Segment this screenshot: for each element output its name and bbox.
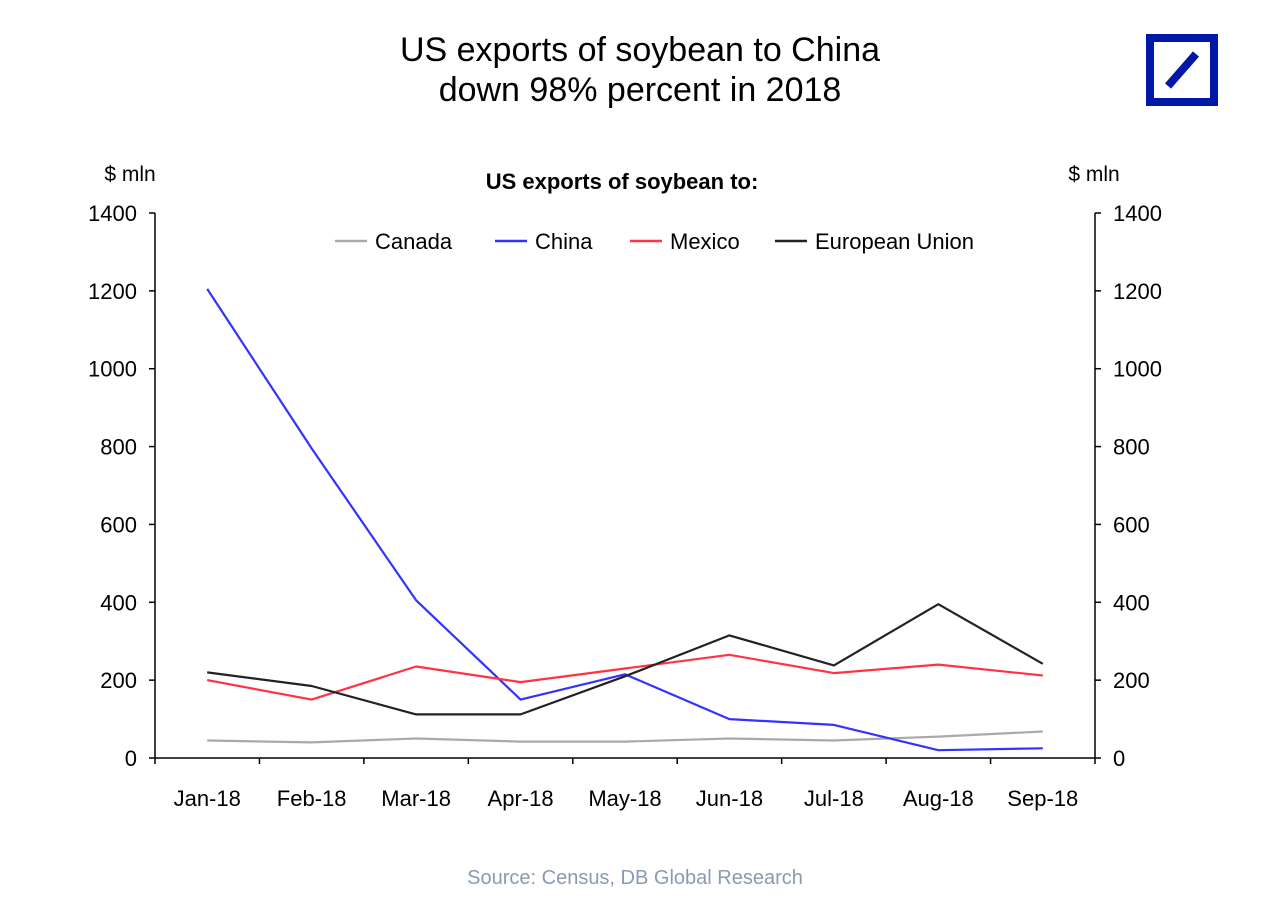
y-tick-label-right: 200 bbox=[1113, 668, 1150, 693]
y-tick-label-right: 1200 bbox=[1113, 279, 1162, 304]
x-tick-label: Jul-18 bbox=[804, 786, 864, 811]
x-tick-label: Jan-18 bbox=[174, 786, 241, 811]
y-tick-label-left: 800 bbox=[100, 435, 137, 460]
y-tick-label-left: 1400 bbox=[88, 201, 137, 226]
axis-ticks: 0 0 200 200 400 400 600 600 800 800 1000 1000 1200 12… bbox=[88, 201, 1162, 811]
y-tick-label-right: 0 bbox=[1113, 746, 1125, 771]
x-tick-label: May-18 bbox=[588, 786, 661, 811]
y-tick-label-right: 600 bbox=[1113, 512, 1150, 537]
x-tick-label: Feb-18 bbox=[277, 786, 347, 811]
y-axis-left-unit: $ mln bbox=[104, 163, 155, 186]
legend-label-mexico: Mexico bbox=[670, 229, 740, 254]
chart-axes bbox=[154, 213, 1096, 759]
x-tick-label: Jun-18 bbox=[696, 786, 763, 811]
y-tick-label-left: 600 bbox=[100, 512, 137, 537]
title-line-1: US exports of soybean to China bbox=[399, 31, 881, 69]
y-tick-label-right: 800 bbox=[1113, 435, 1150, 460]
series-line-mexico bbox=[206, 653, 1043, 701]
legend-label-european-union: European Union bbox=[815, 229, 974, 254]
deutsche-bank-logo-icon bbox=[1146, 34, 1218, 106]
x-tick-label: Apr-18 bbox=[488, 786, 554, 811]
legend-label-canada: Canada bbox=[375, 229, 453, 254]
y-tick-label-left: 0 bbox=[125, 746, 137, 771]
y-tick-label-left: 1200 bbox=[88, 279, 137, 304]
x-tick-label: Mar-18 bbox=[381, 786, 451, 811]
y-tick-label-right: 1400 bbox=[1113, 201, 1162, 226]
series-line-canada bbox=[207, 730, 1043, 744]
series-line-european-union bbox=[207, 603, 1044, 716]
legend-label-china: China bbox=[535, 229, 593, 254]
chart-subtitle: US exports of soybean to: bbox=[486, 169, 759, 194]
title-line-2: down 98% percent in 2018 bbox=[438, 71, 842, 109]
y-tick-label-right: 1000 bbox=[1113, 357, 1162, 382]
x-tick-label: Aug-18 bbox=[903, 786, 974, 811]
y-tick-label-left: 400 bbox=[100, 590, 137, 615]
source-note: Source: Census, DB Global Research bbox=[467, 867, 803, 889]
y-axis-right-unit: $ mln bbox=[1068, 163, 1119, 186]
series-lines bbox=[206, 288, 1044, 752]
y-tick-label-left: 200 bbox=[100, 668, 137, 693]
y-tick-label-right: 400 bbox=[1113, 590, 1150, 615]
y-tick-label-left: 1000 bbox=[88, 357, 137, 382]
series-line-china bbox=[206, 288, 1043, 752]
chart-title: US exports of soybean to China down 98% … bbox=[240, 30, 1040, 110]
x-tick-label: Sep-18 bbox=[1007, 786, 1078, 811]
chart-legend: Canada China Mexico European Union bbox=[335, 229, 974, 254]
